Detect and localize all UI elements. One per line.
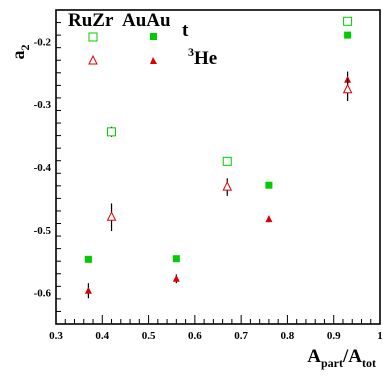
legend-marker-ruzr-t [88,32,98,42]
legend-marker-auau-3he [150,57,157,64]
plot-frame [55,9,381,325]
y-axis-title-main: a [8,51,28,60]
ticks-group [55,9,381,325]
data-point-auau-t [84,255,92,263]
points-group [84,16,353,299]
x-axis-title: Apart/Atot [307,346,376,370]
y-tick-label: -0.5 [34,225,52,237]
x-tick-label: 0.7 [234,330,248,342]
legend-row2-sup: 3 [188,45,194,59]
y-tick-label: -0.4 [34,162,52,174]
legend-col2-label: AuAu [122,10,171,31]
data-point-auau-3he [172,274,180,282]
x-tick-label: 0.6 [188,330,202,342]
data-point-ruzr-3he [222,180,233,191]
legend-row2-label: 3He [188,45,217,69]
data-point-ruzr-t [343,16,353,26]
legend-marker-auau-t [150,33,157,40]
legend-row1-label: t [182,20,189,41]
x-tick-label: 1 [377,330,383,342]
x-tick-label: 0.3 [49,330,63,342]
data-point-auau-3he [265,215,273,223]
data-point-ruzr-3he [342,83,353,94]
data-point-ruzr-3he [106,211,117,221]
x-tick-label: 0.5 [142,330,156,342]
y-tick-label: -0.2 [34,36,52,48]
legend-marker-ruzr-3he [88,54,98,65]
data-point-ruzr-t [107,127,117,137]
legend-row2-main: He [194,48,217,69]
data-point-auau-3he [84,286,92,294]
x-tick-label: 0.8 [281,330,295,342]
y-axis-title: a2 [8,45,32,60]
data-point-auau-t [172,255,180,263]
data-point-auau-t [265,181,273,189]
legend-col1-label: RuZr [68,10,114,31]
x-axis-title-sep: /A [342,346,362,367]
tick-labels-group: 0.3 0.4 0.5 0.6 0.7 0.8 0.9 1 -0.2 -0.3 -0.4 -0.5 -0… [34,36,383,342]
data-point-auau-t [344,31,352,39]
y-axis-title-sub: 2 [18,45,32,51]
x-axis-title-sub2: tot [362,356,376,370]
y-tick-label: -0.6 [34,288,52,300]
legend: RuZr AuAu t 3He [68,10,217,69]
y-tick-label: -0.3 [34,99,52,111]
x-tick-label: 0.9 [327,330,341,342]
x-axis-title-main: A [307,346,321,367]
data-point-ruzr-t [222,156,232,166]
x-axis-title-sub1: part [321,356,343,370]
x-tick-label: 0.4 [95,330,109,342]
